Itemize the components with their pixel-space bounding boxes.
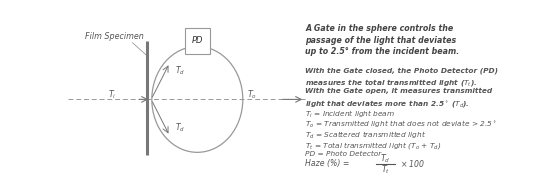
Text: measures the total transmitted light ($T_t$).: measures the total transmitted light ($T… [305,78,478,88]
Text: $T_t$: $T_t$ [381,163,390,176]
Text: $T_t$ = Total transmitted light ($T_o$ + $T_d$): $T_t$ = Total transmitted light ($T_o$ +… [305,140,442,151]
Text: PD: PD [192,36,204,45]
Text: $T_d$: $T_d$ [175,65,186,77]
Text: Film Specimen: Film Specimen [85,32,144,41]
Text: $T_i$ = Incident light beam: $T_i$ = Incident light beam [305,109,395,120]
Text: A Gate in the sphere controls the
passage of the light that deviates
up to 2.5° : A Gate in the sphere controls the passag… [305,24,460,56]
Text: With the Gate closed, the Photo Detector (PD): With the Gate closed, the Photo Detector… [305,67,498,74]
Text: $T_o$: $T_o$ [247,89,257,101]
Text: Haze (%) =: Haze (%) = [305,159,352,168]
Text: $T_o$ = Transmitted light that does not deviate > 2.5$^\circ$: $T_o$ = Transmitted light that does not … [305,119,497,130]
Text: $T_d$: $T_d$ [175,122,186,134]
Text: $\times$ 100: $\times$ 100 [400,159,425,169]
Text: light that deviates more than 2.5$^\circ$ ($T_d$).: light that deviates more than 2.5$^\circ… [305,98,470,109]
Text: $T_d$ = Scattered transmitted light: $T_d$ = Scattered transmitted light [305,130,426,141]
FancyBboxPatch shape [186,28,210,54]
Text: PD = Photo Detector: PD = Photo Detector [305,151,382,157]
Text: $T_i$: $T_i$ [109,89,117,101]
Text: With the Gate open, it measures transmitted: With the Gate open, it measures transmit… [305,88,492,94]
Text: $T_d$: $T_d$ [381,152,391,165]
